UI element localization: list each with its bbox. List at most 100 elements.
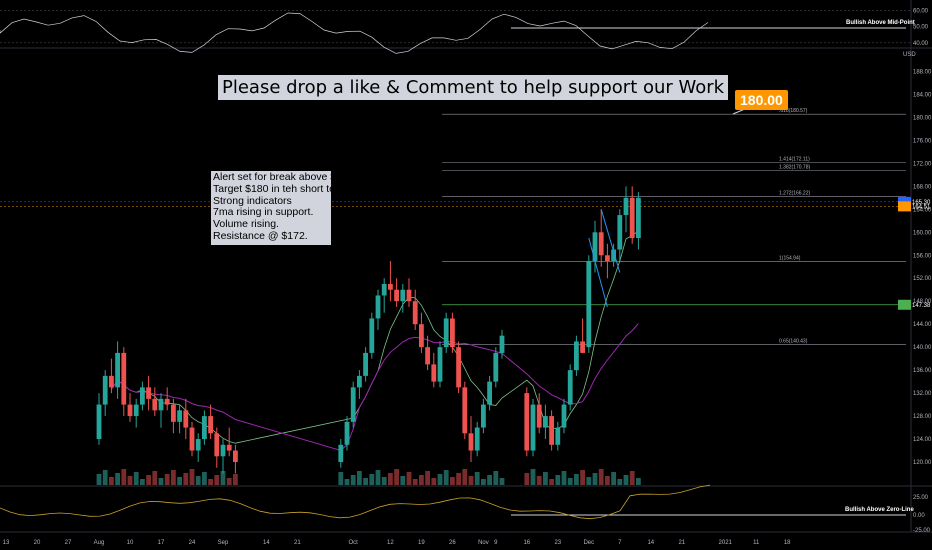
candle-body [598, 232, 604, 256]
candle-body [400, 289, 406, 302]
candle-body [530, 404, 536, 451]
time-tick-label: 20 [34, 540, 41, 546]
fib-level-label: .618(180.57) [779, 108, 808, 114]
candle-body [592, 232, 598, 262]
fib-level-label: 1(154.94) [779, 255, 801, 261]
candle-body [177, 410, 182, 422]
volume-bar [412, 479, 418, 485]
volume-bar [369, 474, 375, 485]
time-tick-label: 14 [647, 540, 654, 546]
candle-body [623, 197, 629, 216]
candle-body [189, 427, 195, 451]
candle-body [431, 364, 437, 382]
candle-body [549, 416, 554, 445]
price-tick-label: 164.00 [913, 207, 932, 213]
volume-bar [381, 477, 387, 485]
candle-body [350, 387, 356, 422]
candle-body [388, 283, 393, 290]
volume-bar [561, 471, 567, 485]
volume-bar [462, 469, 468, 485]
price-label-box [898, 201, 911, 212]
volume-bar [183, 473, 189, 485]
candle-body [617, 215, 623, 250]
volume-bar [481, 479, 486, 485]
candle-body [102, 375, 108, 405]
candle-body [133, 404, 139, 417]
volume-bar [202, 472, 207, 485]
volume-bar [425, 471, 430, 485]
time-tick-label: 12 [387, 540, 394, 546]
osc-tick-label: 0.00 [913, 513, 925, 519]
volume-bar [592, 473, 598, 485]
candle-body [381, 283, 387, 296]
volume-bar [586, 477, 592, 485]
candle-body [536, 404, 542, 428]
volume-bar [127, 476, 133, 485]
price-tick-label: 172.00 [913, 161, 932, 167]
volume-bar [493, 471, 499, 485]
price-tick-label: 144.00 [913, 322, 932, 328]
fib-level-label: 1.272(166.22) [779, 191, 810, 197]
volume-bar [443, 470, 449, 485]
fib-level-label: 1.382(170.78) [779, 164, 810, 170]
note-line: Alert set for break above $168. [213, 171, 357, 183]
time-tick-label: Nov [478, 540, 489, 546]
volume-bar [431, 478, 437, 485]
time-tick-label: 14 [263, 540, 270, 546]
time-tick-label: 27 [65, 540, 72, 546]
note-line: Strong indicators [213, 194, 292, 207]
candle-body [195, 439, 201, 451]
fib-level-label: 0.65(140.43) [779, 339, 808, 345]
candle-body [611, 249, 616, 262]
time-tick-label: 24 [189, 540, 196, 546]
osc-panel-label: Bullish Above Zero-Line [845, 507, 914, 513]
volume-bar [456, 473, 461, 485]
volume-bar [474, 472, 480, 485]
candle-body [164, 398, 170, 405]
candle-body [171, 404, 176, 422]
time-tick-label: 9 [494, 540, 498, 546]
time-tick-label: 13 [3, 540, 10, 546]
price-label: 164.51 [912, 204, 931, 210]
price-label: 165.30 [912, 200, 931, 206]
note-line: Volume rising. [213, 218, 279, 231]
candle-body [115, 352, 120, 388]
candle-body [487, 381, 492, 405]
candle-body [524, 393, 530, 451]
candle-body [152, 398, 158, 411]
candle-body [121, 352, 127, 405]
candle-body [419, 324, 424, 348]
candle-body [394, 289, 399, 302]
candle-body [220, 444, 226, 457]
note-line: Target $180 in teh short term. [213, 182, 351, 195]
candle-body [208, 416, 213, 434]
candle-body [344, 421, 350, 445]
time-tick-label: 11 [753, 540, 760, 546]
volume-bar [549, 479, 554, 485]
osc-tick-label: -25.00 [913, 528, 931, 534]
candle-body [567, 370, 573, 405]
price-tick-label: 156.00 [913, 253, 932, 259]
price-tick-label: 120.00 [913, 460, 932, 466]
volume-bar [208, 479, 213, 485]
volume-bar [146, 475, 151, 485]
volume-bar [536, 476, 542, 485]
volume-bar [400, 476, 406, 485]
note-line: 7ma rising in support. [213, 206, 314, 219]
candle-body [481, 404, 486, 428]
time-tick-label: Oct [349, 540, 359, 546]
note-line: Resistance @ $172. [213, 229, 308, 242]
price-label-box [898, 299, 911, 310]
support-callout: Please drop a like & Comment to help sup… [218, 75, 729, 100]
volume-bar [214, 475, 220, 485]
ma7-line [111, 230, 639, 444]
volume-bar [233, 474, 238, 485]
volume-bar [164, 474, 170, 485]
candle-body [580, 341, 585, 353]
candle-body [605, 255, 610, 262]
volume-bar [375, 470, 381, 485]
volume-bar [629, 471, 635, 485]
volume-bar [580, 470, 585, 485]
volume-bar [524, 473, 530, 485]
volume-bar [468, 476, 474, 485]
